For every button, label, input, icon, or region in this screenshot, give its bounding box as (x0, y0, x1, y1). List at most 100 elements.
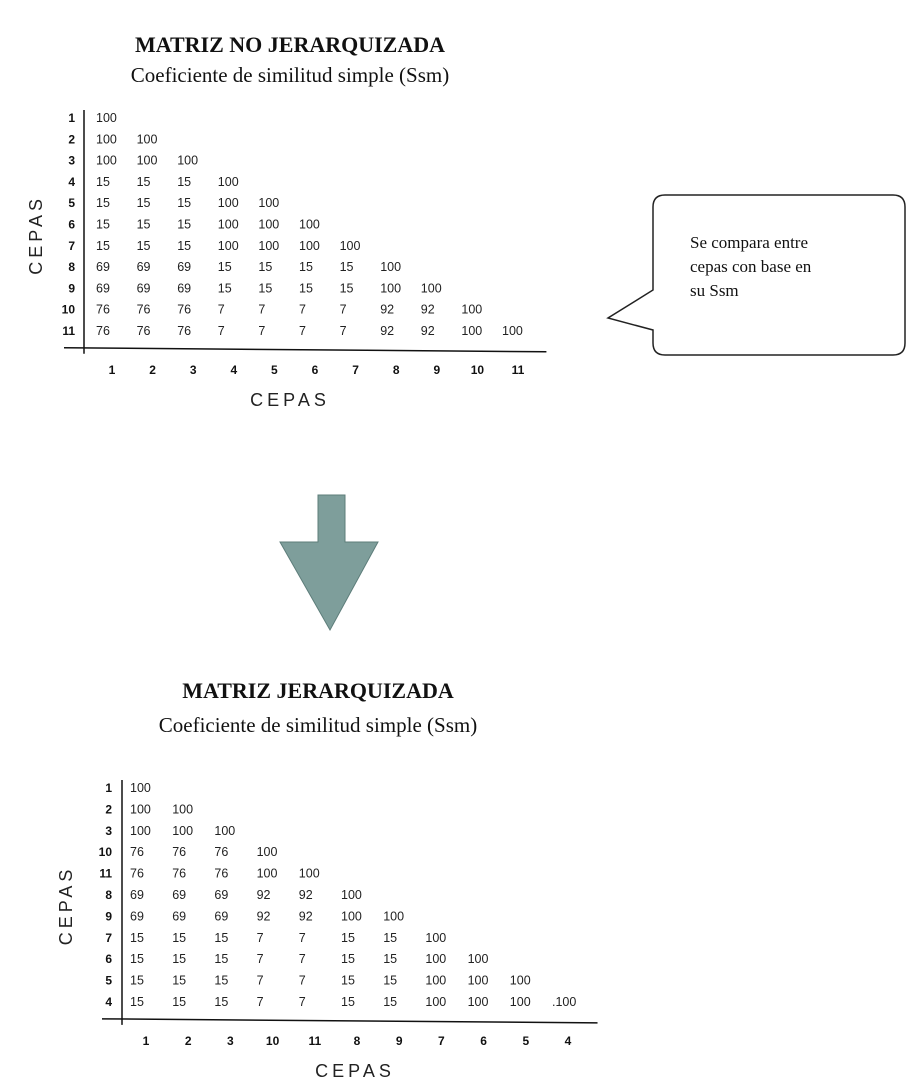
cell: 100 (177, 154, 198, 168)
cell: 100 (425, 931, 446, 945)
cell: 100 (137, 154, 158, 168)
cell: 100 (510, 995, 531, 1009)
cell: 92 (421, 303, 435, 317)
cell: 15 (96, 175, 110, 189)
cell: 15 (383, 974, 397, 988)
y-axis-label: CEPAS (56, 866, 76, 946)
callout-bubble (606, 194, 906, 356)
x-axis (101, 1018, 598, 1024)
cell: 100 (96, 132, 117, 146)
row-label: 7 (68, 239, 75, 253)
cell: 15 (172, 931, 186, 945)
cell: 15 (214, 952, 228, 966)
cell: 100 (468, 974, 489, 988)
col-label: 2 (185, 1034, 192, 1048)
cell: 15 (177, 239, 191, 253)
col-label: 8 (354, 1034, 361, 1048)
cell: 76 (172, 845, 186, 859)
cell: 7 (299, 995, 306, 1009)
cell: 15 (130, 995, 144, 1009)
cell: 100 (299, 867, 320, 881)
cell: 15 (177, 175, 191, 189)
cell: 76 (214, 867, 228, 881)
row-label: 8 (105, 888, 112, 902)
cell: 15 (341, 952, 355, 966)
cell: 100 (299, 239, 320, 253)
row-label: 7 (105, 931, 112, 945)
cell: 100 (258, 239, 279, 253)
col-label: 9 (396, 1034, 403, 1048)
row-label: 1 (68, 111, 75, 125)
cell: 100 (96, 154, 117, 168)
cell: 7 (340, 324, 347, 338)
cell: 15 (218, 260, 232, 274)
cell: 7 (299, 324, 306, 338)
col-label: 2 (149, 363, 156, 377)
cell: 100 (130, 802, 151, 816)
col-label: 6 (480, 1034, 487, 1048)
cell: 15 (137, 239, 151, 253)
row-label: 2 (105, 802, 112, 816)
cell: 100 (425, 995, 446, 1009)
x-axis (63, 347, 547, 353)
cell: 100 (425, 952, 446, 966)
cell: 100 (130, 781, 151, 795)
cell: 100 (425, 974, 446, 988)
cell: 100 (383, 909, 404, 923)
cell: 76 (137, 324, 151, 338)
cell: 15 (214, 995, 228, 1009)
cell: 7 (258, 324, 265, 338)
cell: 7 (258, 303, 265, 317)
cell: 92 (421, 324, 435, 338)
row-label: 9 (68, 281, 75, 295)
cell: 100 (341, 909, 362, 923)
cell: 76 (172, 867, 186, 881)
cell: 69 (96, 260, 110, 274)
cell: 76 (130, 845, 144, 859)
col-label: 1 (109, 363, 116, 377)
matrix-subtitle: Coeficiente de similitud simple (Ssm) (159, 713, 477, 737)
col-label: 1 (143, 1034, 150, 1048)
cell: 69 (172, 888, 186, 902)
cell: 15 (340, 281, 354, 295)
cell: 15 (383, 952, 397, 966)
cell: 69 (214, 909, 228, 923)
row-label: 2 (68, 132, 75, 146)
row-label: 3 (105, 824, 112, 838)
cell: 100 (137, 132, 158, 146)
cell: 15 (96, 239, 110, 253)
col-label: 6 (312, 363, 319, 377)
cell: 69 (96, 281, 110, 295)
row-label: 6 (68, 218, 75, 232)
cell: 15 (299, 281, 313, 295)
cell: 15 (340, 260, 354, 274)
cell: 100 (258, 218, 279, 232)
cell: 7 (299, 303, 306, 317)
cell: 15 (177, 218, 191, 232)
row-label: 8 (68, 260, 75, 274)
row-label: 4 (105, 995, 112, 1009)
cell: 69 (172, 909, 186, 923)
col-label: 5 (271, 363, 278, 377)
cell: 15 (214, 931, 228, 945)
cell: 100 (421, 281, 442, 295)
cell: 15 (172, 952, 186, 966)
cell: 15 (177, 196, 191, 210)
cell: 92 (257, 909, 271, 923)
cell: 15 (172, 974, 186, 988)
cell: 15 (137, 218, 151, 232)
row-label: 9 (105, 909, 112, 923)
cell: 100 (96, 111, 117, 125)
cell: 7 (257, 974, 264, 988)
row-label: 1 (105, 781, 112, 795)
cell: 100 (380, 260, 401, 274)
cell: 15 (341, 995, 355, 1009)
row-label: 4 (68, 175, 75, 189)
cell: 7 (299, 952, 306, 966)
col-label: 10 (471, 363, 485, 377)
cell: 15 (383, 931, 397, 945)
down-arrow (279, 494, 379, 632)
cell: 100 (218, 218, 239, 232)
row-label: 3 (68, 154, 75, 168)
col-label: 3 (190, 363, 197, 377)
